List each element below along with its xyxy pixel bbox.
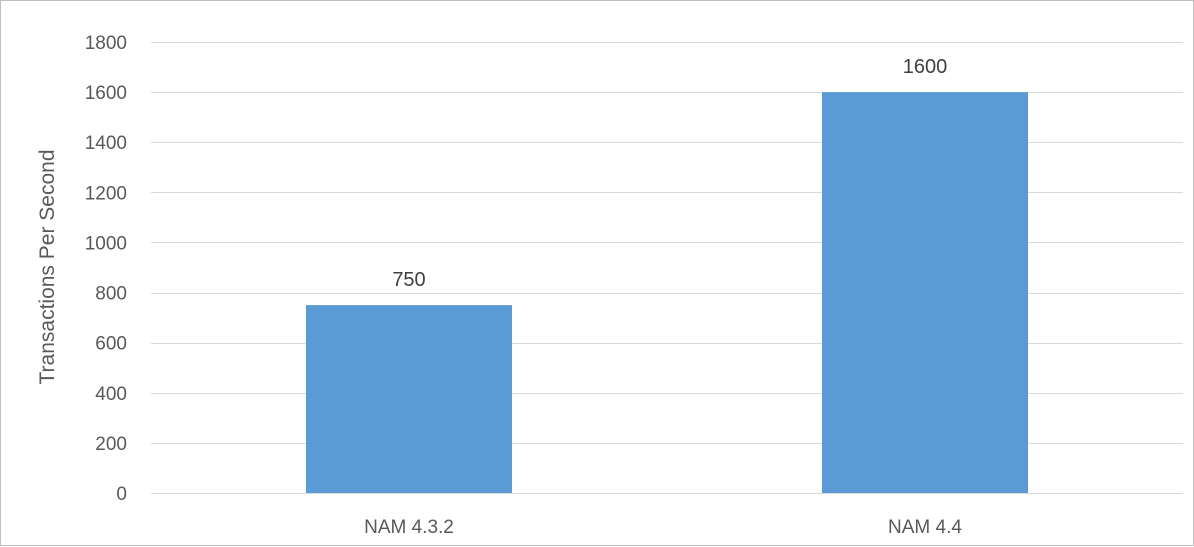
data-label: 750 [392,269,425,291]
x-category-label: NAM 4.3.2 [364,517,454,538]
y-tick-label: 1400 [85,133,127,154]
y-tick-label: 1600 [85,83,127,104]
y-tick-label: 1000 [85,233,127,254]
x-axis-categories: NAM 4.3.2 NAM 4.4 [364,517,962,538]
bars [306,92,1028,493]
y-tick-label: 600 [95,334,127,355]
bar-1 [306,305,512,493]
y-axis-title: Transactions Per Second [36,149,59,384]
y-tick-label: 0 [116,484,127,505]
y-tick-label: 400 [95,384,127,405]
data-label: 1600 [903,56,948,78]
data-labels: 750 1600 [392,56,947,291]
y-tick-label: 800 [95,284,127,305]
y-axis-ticks: 0 200 400 600 800 1000 1200 1400 1600 1800 [85,33,127,505]
y-tick-label: 1800 [85,33,127,54]
y-tick-label: 200 [95,434,127,455]
x-category-label: NAM 4.4 [888,517,962,538]
bar-2 [822,92,1028,493]
y-tick-label: 1200 [85,183,127,204]
gridlines [151,42,1183,494]
